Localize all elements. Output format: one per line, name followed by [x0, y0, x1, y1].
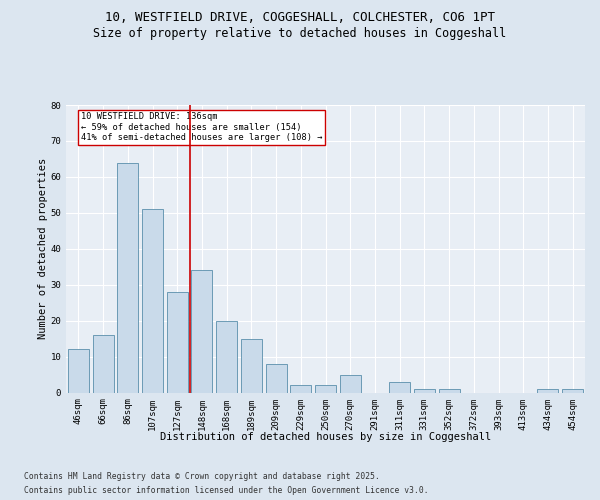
Bar [241, 338, 262, 392]
Bar [167, 292, 188, 392]
Bar [315, 386, 336, 392]
Text: Contains HM Land Registry data © Crown copyright and database right 2025.: Contains HM Land Registry data © Crown c… [24, 472, 380, 481]
Bar [538, 389, 559, 392]
Bar [266, 364, 287, 392]
X-axis label: Distribution of detached houses by size in Coggeshall: Distribution of detached houses by size … [160, 432, 491, 442]
Bar [290, 386, 311, 392]
Bar [389, 382, 410, 392]
Text: 10, WESTFIELD DRIVE, COGGESHALL, COLCHESTER, CO6 1PT: 10, WESTFIELD DRIVE, COGGESHALL, COLCHES… [105, 11, 495, 24]
Text: 10 WESTFIELD DRIVE: 136sqm
← 59% of detached houses are smaller (154)
41% of sem: 10 WESTFIELD DRIVE: 136sqm ← 59% of deta… [81, 112, 322, 142]
Bar [92, 335, 113, 392]
Bar [117, 162, 138, 392]
Bar [340, 374, 361, 392]
Bar [191, 270, 212, 392]
Bar [68, 350, 89, 393]
Bar [216, 320, 237, 392]
Bar [414, 389, 435, 392]
Bar [439, 389, 460, 392]
Text: Size of property relative to detached houses in Coggeshall: Size of property relative to detached ho… [94, 28, 506, 40]
Bar [142, 209, 163, 392]
Bar [562, 389, 583, 392]
Y-axis label: Number of detached properties: Number of detached properties [38, 158, 47, 340]
Text: Contains public sector information licensed under the Open Government Licence v3: Contains public sector information licen… [24, 486, 428, 495]
